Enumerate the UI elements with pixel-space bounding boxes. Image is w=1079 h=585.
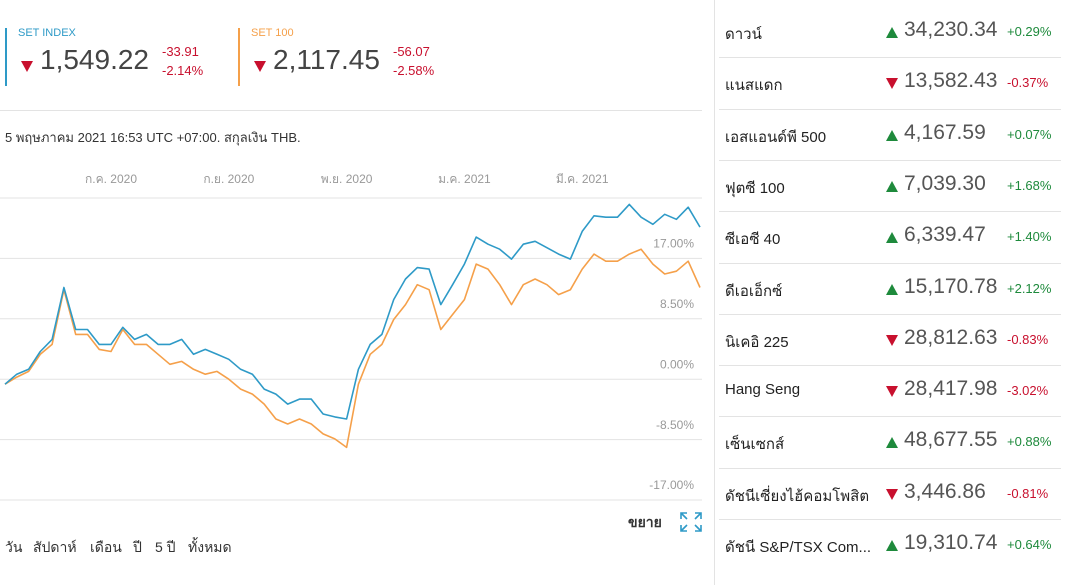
y-tick-label: 0.00% (660, 357, 694, 371)
index-change: -3.02% (1007, 383, 1049, 399)
down-arrow (886, 386, 898, 398)
index-change: -0.81% (1007, 485, 1049, 501)
index-name[interactable]: ดัชนีเซี่ยงไฮ้คอมโพสิต (725, 487, 870, 505)
range-button[interactable]: ปี (133, 539, 142, 555)
row-divider (719, 365, 1061, 367)
y-tick-label: -17.00% (649, 478, 694, 492)
index-name[interactable]: นิเคอิ 225 (725, 333, 789, 351)
index-name[interactable]: ซีเอซี 40 (725, 231, 781, 249)
index-change: -0.37% (1007, 75, 1049, 91)
y-tick-label: 8.50% (660, 297, 694, 311)
index-change: +1.68% (1007, 177, 1052, 193)
index-value: 34,230.34 (904, 18, 998, 41)
down-arrow (886, 488, 898, 500)
index-name[interactable]: ดีเอเอ็กซ์ (725, 282, 783, 300)
row-divider (719, 108, 1061, 110)
index-value: 48,677.55 (904, 428, 998, 452)
index-name[interactable]: ฟุตซี 100 (725, 179, 785, 197)
row-divider (719, 416, 1061, 418)
row-divider (719, 313, 1061, 315)
date-note: 5 พฤษภาคม 2021 16:53 UTC +07:00. สกุลเงิ… (5, 130, 301, 145)
range-button[interactable]: สัปดาห์ (33, 539, 77, 555)
quote-change-pct: -2.14% (162, 63, 204, 78)
panel-border (714, 0, 715, 585)
x-tick-label: ก.ค. 2020 (85, 172, 137, 186)
row-divider (719, 57, 1061, 59)
up-arrow (886, 27, 898, 38)
index-value: 3,446.86 (904, 479, 986, 503)
up-arrow (886, 540, 898, 551)
index-change: +2.12% (1007, 280, 1052, 296)
x-tick-label: ม.ค. 2021 (438, 172, 491, 186)
index-value: 15,170.78 (904, 274, 998, 298)
index-change: +0.88% (1007, 434, 1052, 450)
divider (0, 110, 702, 111)
index-value: 28,417.98 (904, 377, 998, 401)
line-series (4, 203, 701, 420)
x-tick-label: พ.ย. 2020 (321, 172, 373, 186)
range-button[interactable]: เดือน (90, 539, 122, 555)
up-arrow (886, 129, 898, 141)
x-tick-label: ก.ย. 2020 (203, 172, 254, 186)
index-name[interactable]: เอสแอนด์พี 500 (725, 128, 827, 146)
index-change: +0.07% (1007, 126, 1052, 142)
index-change: +0.64% (1007, 537, 1052, 552)
index-name[interactable]: แนสแดก (725, 77, 783, 95)
down-arrow (886, 334, 898, 346)
down-arrow (254, 61, 266, 72)
index-value: 4,167.59 (904, 120, 986, 144)
row-divider (719, 467, 1061, 469)
quote-change: -56.07 (393, 44, 430, 59)
index-change: +1.40% (1007, 229, 1052, 245)
y-tick-label: -8.50% (656, 418, 694, 432)
index-change: -0.83% (1007, 331, 1049, 347)
x-tick-label: มี.ค. 2021 (556, 172, 609, 186)
index-name[interactable]: เซ็นเซกส์ (725, 436, 785, 454)
line-series (4, 248, 701, 449)
row-divider (719, 519, 1061, 520)
range-button[interactable]: 5 ปี (155, 539, 176, 555)
quote-price: 2,117.45 (273, 44, 380, 75)
range-button[interactable]: ทั้งหมด (188, 539, 232, 555)
index-value: 13,582.43 (904, 69, 998, 93)
chart: 17.00% 8.50% 0.00% -8.50% -17.00% ก.ค. 2020 ก.… (0, 172, 702, 501)
index-value: 6,339.47 (904, 223, 986, 247)
row-divider (719, 211, 1061, 213)
index-change: +0.29% (1007, 24, 1052, 39)
down-arrow (886, 78, 898, 90)
expand-button[interactable]: ขยาย (628, 514, 662, 530)
index-name[interactable]: ดาวน์ (725, 26, 762, 43)
quote-price: 1,549.22 (40, 44, 149, 75)
quote-accent (238, 28, 240, 86)
index-value: 19,310.74 (904, 531, 998, 554)
up-arrow (886, 283, 898, 295)
expand-icon[interactable] (680, 512, 702, 532)
down-arrow (21, 61, 33, 72)
y-tick-label: 17.00% (653, 237, 694, 251)
range-button[interactable]: วัน (5, 539, 23, 555)
row-divider (719, 262, 1061, 264)
index-value: 28,812.63 (904, 325, 998, 349)
quote-name: SET INDEX (18, 27, 76, 39)
up-arrow (886, 180, 898, 192)
quote-change: -33.91 (162, 44, 199, 59)
row-divider (719, 159, 1061, 161)
index-name[interactable]: ดัชนี S&P/TSX Com... (725, 539, 872, 556)
quote-name: SET 100 (251, 27, 294, 39)
up-arrow (886, 437, 898, 449)
quote-change-pct: -2.58% (393, 63, 435, 78)
index-name[interactable]: Hang Seng (725, 381, 801, 399)
quote-accent (5, 28, 7, 86)
index-value: 7,039.30 (904, 171, 986, 195)
up-arrow (886, 232, 898, 244)
